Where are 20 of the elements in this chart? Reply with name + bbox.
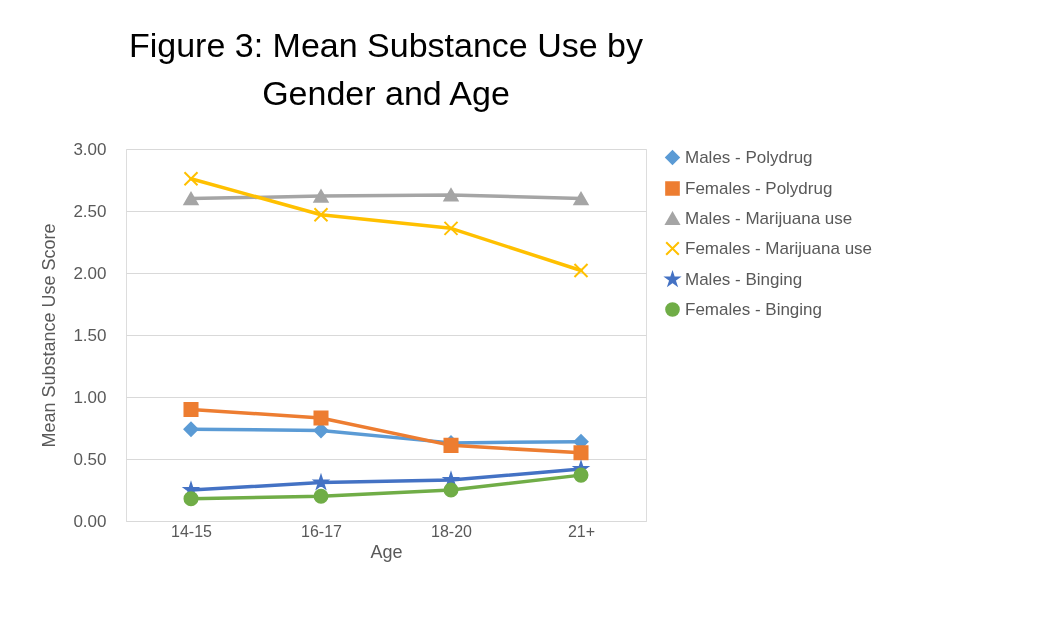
legend-label: Males - Polydrug [685, 147, 813, 167]
y-tick-label: 0.00 [73, 511, 107, 531]
chart-title: Figure 3: Mean Substance Use by Gender and Age [128, 26, 644, 112]
legend-label: Females - Binging [685, 299, 823, 319]
x-tick-label: 14-15 [171, 522, 213, 540]
x-tick-label: 16-17 [301, 522, 343, 540]
legend-label: Females - Marijuana use [685, 238, 873, 258]
y-axis-title: Mean Substance Use Score [39, 223, 60, 448]
y-tick-label: 2.00 [73, 263, 107, 283]
x-axis-title: Age [370, 541, 403, 562]
y-tick-label: 2.50 [73, 201, 107, 221]
y-tick-label: 1.50 [73, 325, 107, 345]
y-tick-label: 0.50 [73, 449, 107, 469]
x-tick-label: 18-20 [431, 522, 473, 540]
y-tick-label: 3.00 [73, 139, 107, 159]
legend-label: Males - Marijuana use [685, 208, 853, 228]
y-tick-label: 1.00 [73, 387, 107, 407]
legend-label: Males - Binging [685, 269, 803, 289]
x-tick-label: 21+ [567, 522, 596, 540]
legend-label: Females - Polydrug [685, 178, 833, 198]
